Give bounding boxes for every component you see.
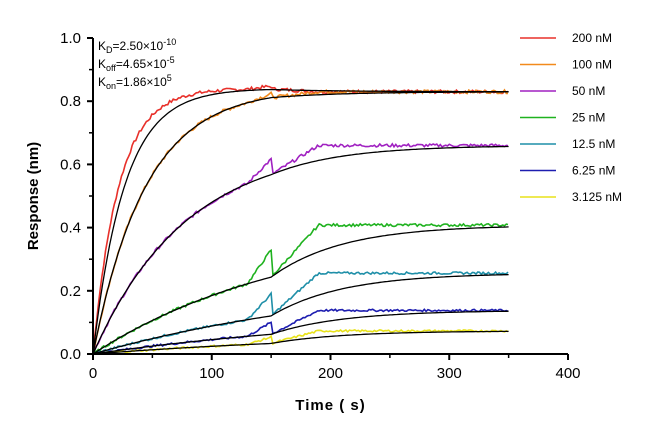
series-line-3 xyxy=(92,222,509,355)
fit-line-4 xyxy=(92,273,509,355)
fit-line-1 xyxy=(92,91,509,355)
series-line-2 xyxy=(92,142,509,355)
legend: 200 nM 100 nM 50 nM 25 nM 12.5 nM 6.25 nM 3.12… xyxy=(520,31,622,204)
series-line-5 xyxy=(92,308,509,355)
kinetics-line-2: Kon=1.86×105 xyxy=(98,73,172,91)
fit-line-3 xyxy=(92,226,509,355)
legend-label-1: 100 nM xyxy=(572,58,612,72)
y-tick-label-3: 0.6 xyxy=(60,156,81,173)
legend-label-6: 3.125 nM xyxy=(572,190,622,204)
y-axis-title: Response (nm) xyxy=(25,142,42,250)
y-tick-label-1: 0.2 xyxy=(60,283,81,300)
legend-label-4: 12.5 nM xyxy=(572,137,615,151)
y-tick-label-4: 0.8 xyxy=(60,93,81,110)
fit-line-6 xyxy=(92,330,509,355)
fit-layer xyxy=(92,88,509,355)
legend-label-5: 6.25 nM xyxy=(572,164,615,178)
legend-label-0: 200 nM xyxy=(572,31,612,45)
kinetics-line-1: Koff=4.65×10-5 xyxy=(98,55,175,73)
legend-label-3: 25 nM xyxy=(572,111,605,125)
x-tick-label-3: 300 xyxy=(437,365,462,382)
axes-layer: 0 100 200 300 400 0.0 0.2 0.4 0.6 0.8 1.0 Time ( s)… xyxy=(25,30,581,414)
y-tick-label-5: 1.0 xyxy=(60,30,81,47)
x-tick-label-1: 100 xyxy=(199,365,224,382)
fit-line-2 xyxy=(92,145,509,355)
fit-line-5 xyxy=(92,310,509,355)
y-tick-label-0: 0.0 xyxy=(60,346,81,363)
x-tick-label-2: 200 xyxy=(318,365,343,382)
fit-line-0 xyxy=(92,88,509,355)
y-tick-label-2: 0.4 xyxy=(60,220,81,237)
series-line-1 xyxy=(92,88,508,353)
kinetics-line-0: KD=2.50×10-10 xyxy=(98,37,176,55)
x-tick-label-0: 0 xyxy=(89,365,97,382)
x-tick-label-4: 400 xyxy=(555,365,580,382)
series-line-6 xyxy=(92,328,509,355)
legend-label-2: 50 nM xyxy=(572,84,605,98)
x-axis-title: Time ( s) xyxy=(295,397,365,414)
